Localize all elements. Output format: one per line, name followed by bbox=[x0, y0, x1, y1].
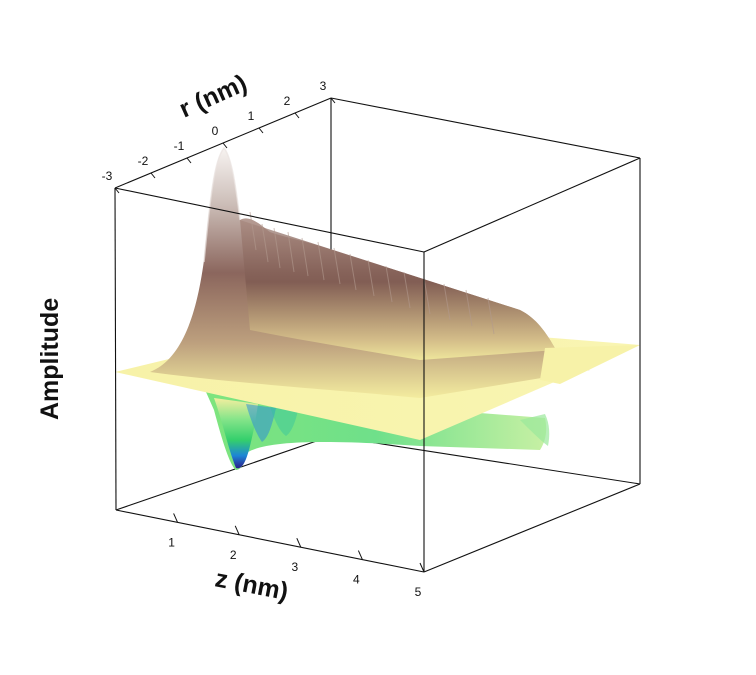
r-tick-label: -3 bbox=[102, 169, 113, 183]
r-axis-ticks: -3 -2 -1 0 1 2 3 bbox=[102, 79, 336, 194]
surface-positive-ridge bbox=[150, 146, 590, 398]
z-axis-ticks: 1 2 3 4 5 bbox=[168, 513, 425, 599]
r-tick-label: -2 bbox=[138, 154, 149, 168]
r-tick-mark bbox=[330, 97, 336, 104]
z-tick-mark bbox=[419, 562, 425, 573]
box-edge-bottom-left bbox=[115, 435, 332, 511]
box-edge-top-front bbox=[114, 187, 425, 253]
ridge-oscillations bbox=[249, 211, 495, 335]
surface-negative-lobe bbox=[206, 392, 550, 470]
box-front-edges bbox=[114, 157, 641, 573]
box-edge-bottom-right bbox=[423, 483, 641, 573]
trough-deepest bbox=[214, 398, 258, 469]
z-tick-label: 4 bbox=[353, 573, 360, 587]
r-tick-label: 0 bbox=[212, 124, 219, 138]
r-tick-mark bbox=[258, 127, 264, 134]
z-tick-label: 5 bbox=[415, 585, 422, 599]
z-tick-label: 1 bbox=[168, 535, 175, 549]
r-tick-label: 2 bbox=[284, 94, 291, 108]
box-edge-bottom-front bbox=[115, 509, 425, 573]
z-tick-mark bbox=[357, 550, 363, 560]
r-tick-mark bbox=[186, 157, 192, 164]
z-tick-mark bbox=[296, 537, 302, 548]
r-tick-mark bbox=[294, 112, 300, 119]
z-tick-label: 3 bbox=[291, 560, 298, 574]
box-edge-front-left bbox=[114, 187, 117, 511]
r-tick-mark bbox=[222, 142, 228, 149]
r-tick-label: 3 bbox=[320, 79, 327, 93]
r-tick-label: 1 bbox=[248, 109, 255, 123]
r-axis-title: r (nm) bbox=[175, 69, 251, 123]
z-tick-mark bbox=[234, 525, 240, 536]
box-edge-bottom-back bbox=[330, 435, 641, 485]
plane-right-edge bbox=[540, 345, 640, 384]
r-tick-mark bbox=[150, 172, 156, 179]
box-edge-top-right bbox=[423, 157, 641, 253]
box-edge-top-back bbox=[330, 97, 641, 159]
r-tick-label: -1 bbox=[174, 139, 185, 153]
z-axis-title: z (nm) bbox=[213, 564, 291, 606]
z-tick-mark bbox=[173, 513, 179, 523]
r-tick-mark bbox=[114, 187, 120, 194]
z-tick-label: 2 bbox=[230, 548, 237, 562]
amplitude-axis-title: Amplitude bbox=[36, 298, 64, 420]
